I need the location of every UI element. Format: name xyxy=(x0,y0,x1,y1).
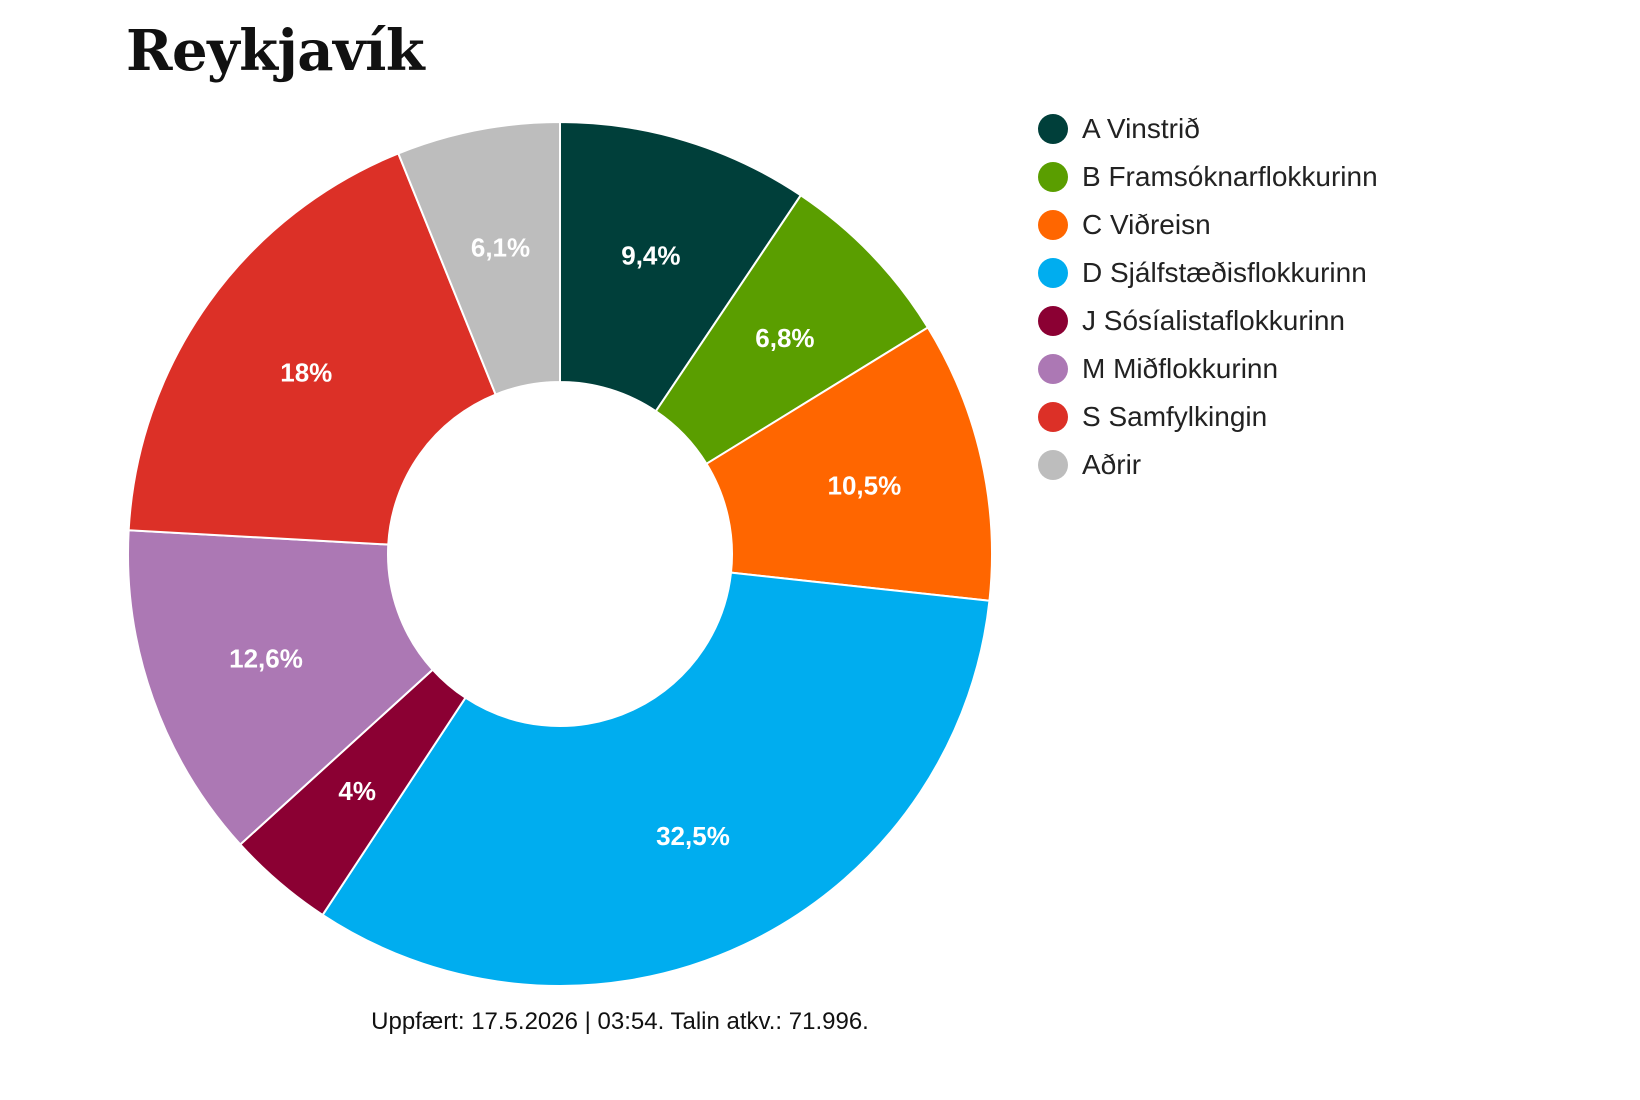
legend-swatch xyxy=(1038,114,1068,144)
legend: A Vinstrið B Framsóknarflokkurinn C Viðrei… xyxy=(1038,105,1378,489)
slice-d-sjalfstaedisflokkurinn[interactable] xyxy=(321,571,991,987)
legend-label: J Sósíalistaflokkurinn xyxy=(1082,305,1346,336)
slice-label-s-samfylkingin: 18% xyxy=(280,357,332,387)
legend-label: Aðrir xyxy=(1082,449,1142,480)
slice-label-b-framsoknarflokkurinn: 6,8% xyxy=(755,323,814,353)
slice-s-samfylkingin[interactable] xyxy=(127,152,497,546)
legend-swatch xyxy=(1038,354,1068,384)
slice-labels-group: 9,4% 6,8% 10,5% 32,5% 4% 12,6% 18% 6,1% xyxy=(229,233,901,852)
legend-item-a-vinstrid[interactable]: A Vinstrið xyxy=(1038,105,1378,153)
legend-label: C Viðreisn xyxy=(1082,209,1211,240)
update-footer: Uppfært: 17.5.2026 | 03:54. Talin atkv.:… xyxy=(371,1008,869,1035)
chart-title: Reykjavík xyxy=(126,18,425,84)
legend-item-c-vidreisn[interactable]: C Viðreisn xyxy=(1038,201,1378,249)
legend-label: A Vinstrið xyxy=(1082,113,1200,144)
slice-m-midflokkurinn[interactable] xyxy=(127,529,435,846)
slice-label-adrir: 6,1% xyxy=(471,233,530,263)
legend-item-j-sosialistaflokkurinn[interactable]: J Sósíalistaflokkurinn xyxy=(1038,297,1378,345)
slices-group xyxy=(127,120,993,987)
slice-label-m-midflokkurinn: 12,6% xyxy=(229,643,303,673)
legend-label: M Miðflokkurinn xyxy=(1082,353,1279,384)
donut-chart: 9,4% 6,8% 10,5% 32,5% 4% 12,6% 18% 6,1% xyxy=(127,120,993,987)
slice-label-a-vinstrid: 9,4% xyxy=(621,241,680,271)
slice-label-d-sjalfstaedisflokkurinn: 32,5% xyxy=(656,821,730,851)
legend-item-adrir[interactable]: Aðrir xyxy=(1038,441,1378,489)
slice-adrir[interactable] xyxy=(396,120,561,396)
legend-swatch xyxy=(1038,162,1068,192)
slice-label-j-sosialistaflokkurinn: 4% xyxy=(338,776,376,806)
slice-label-c-vidreisn: 10,5% xyxy=(827,470,901,500)
legend-item-d-sjalfstaedisflokkurinn[interactable]: D Sjálfstæðisflokkurinn xyxy=(1038,249,1378,297)
legend-label: S Samfylkingin xyxy=(1082,401,1268,432)
slice-c-vidreisn[interactable] xyxy=(705,326,993,602)
legend-item-b-framsoknarflokkurinn[interactable]: B Framsóknarflokkurinn xyxy=(1038,153,1378,201)
legend-item-s-samfylkingin[interactable]: S Samfylkingin xyxy=(1038,393,1378,441)
legend-label: D Sjálfstæðisflokkurinn xyxy=(1082,257,1367,288)
legend-swatch xyxy=(1038,210,1068,240)
legend-label: B Framsóknarflokkurinn xyxy=(1082,161,1378,192)
legend-swatch xyxy=(1038,402,1068,432)
legend-swatch xyxy=(1038,306,1068,336)
slice-a-vinstrid[interactable] xyxy=(559,120,803,413)
legend-swatch xyxy=(1038,450,1068,480)
legend-swatch xyxy=(1038,258,1068,288)
legend-item-m-midflokkurinn[interactable]: M Miðflokkurinn xyxy=(1038,345,1378,393)
